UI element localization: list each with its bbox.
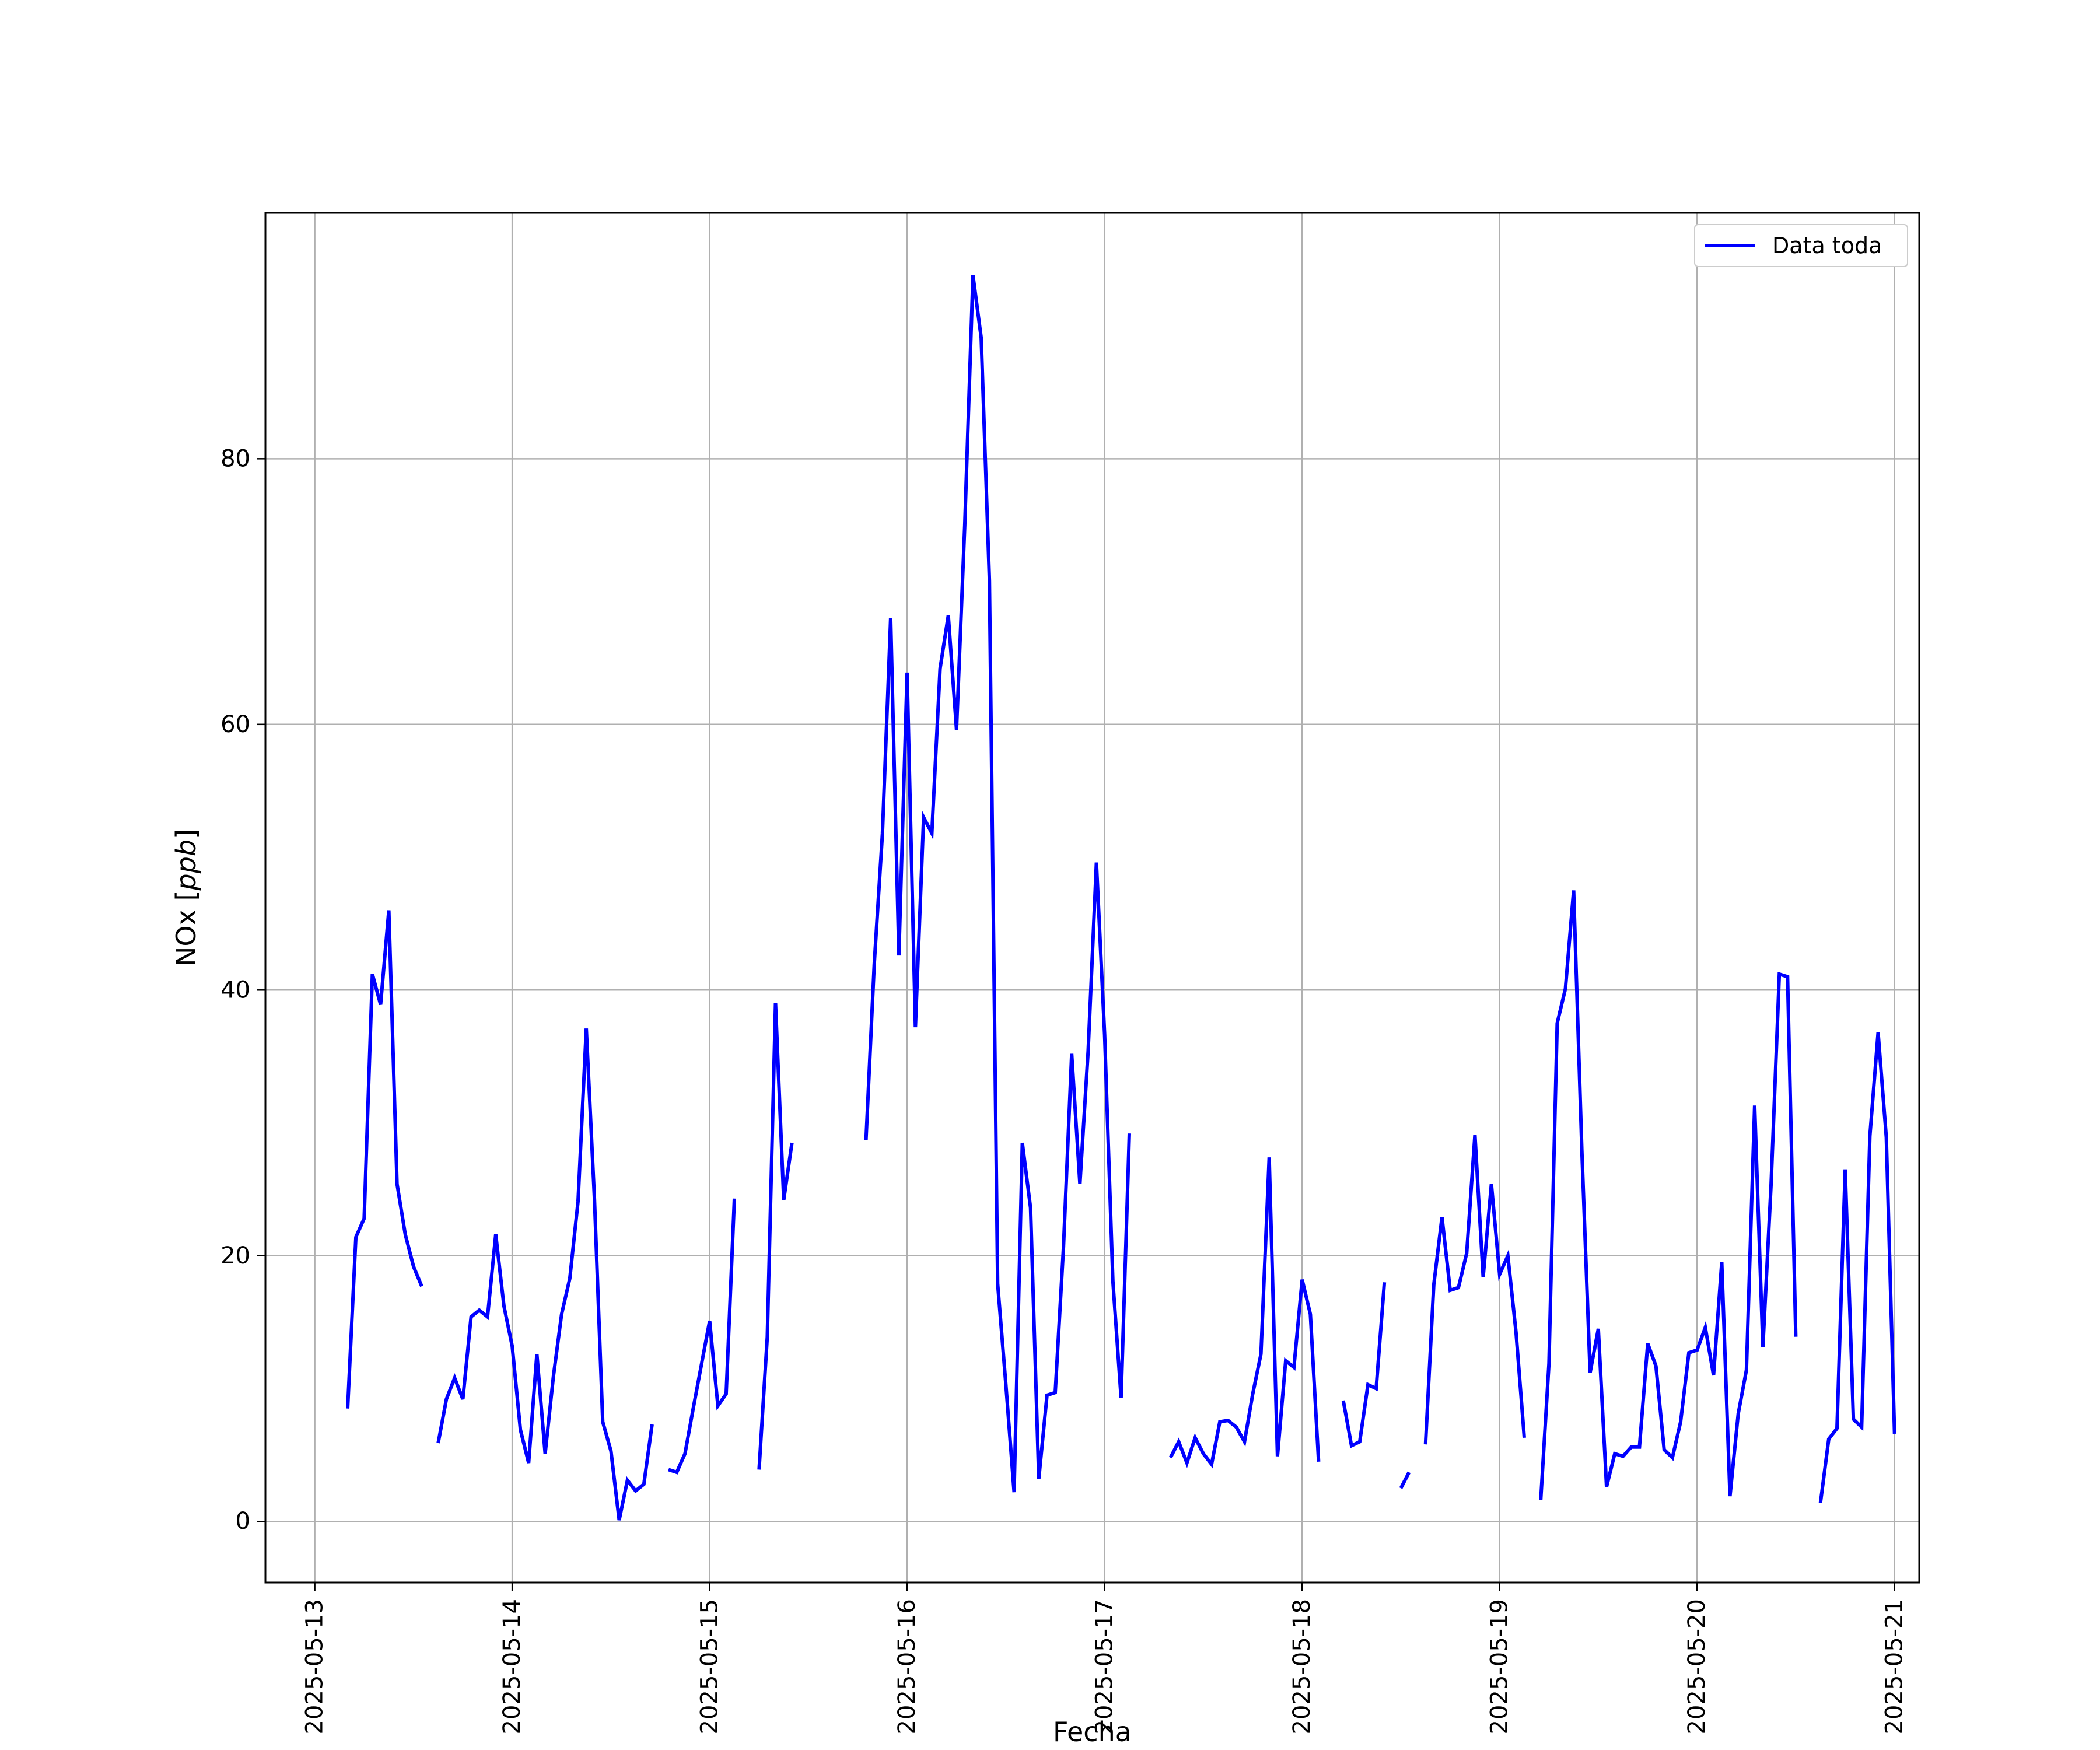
series-line-data-toda: [864, 275, 1131, 1493]
y-axis-label: NOx [ppb]: [170, 829, 202, 967]
y-axis-label-unit: ppb: [170, 839, 202, 891]
y-tick-label: 80: [220, 445, 250, 472]
series-line-data-toda: [1818, 1032, 1896, 1503]
legend-label-data-toda: Data toda: [1772, 233, 1882, 258]
series-line-data-toda: [436, 1028, 654, 1521]
y-axis-label-text: NOx [: [170, 891, 202, 967]
y-axis-label-close: ]: [170, 829, 202, 839]
series-line-data-toda: [668, 1198, 736, 1475]
x-tick-label: 2025-05-20: [1684, 1599, 1710, 1734]
series-line-data-toda: [1539, 890, 1798, 1500]
x-tick-label: 2025-05-19: [1486, 1599, 1513, 1734]
plot-frame: [264, 212, 1920, 1584]
x-tick-label: 2025-05-13: [302, 1599, 328, 1734]
x-tick-label: 2025-05-21: [1881, 1599, 1908, 1734]
y-tick-label: 0: [236, 1508, 250, 1535]
x-tick-label: 2025-05-16: [894, 1599, 921, 1734]
series-line-data-toda: [346, 910, 424, 1409]
x-tick-label: 2025-05-14: [499, 1599, 526, 1734]
grid: [265, 213, 1919, 1583]
series-line-data-toda: [757, 1003, 794, 1470]
y-tick-label: 20: [220, 1242, 250, 1269]
plot-area: [265, 213, 1919, 1583]
x-axis-label: Fecha: [1053, 1716, 1132, 1748]
legend: Data toda: [1694, 224, 1908, 267]
series-line-data-toda: [1423, 1135, 1526, 1445]
x-tick-label: 2025-05-15: [696, 1599, 723, 1734]
y-tick-label: 40: [220, 977, 250, 1003]
x-tick-label: 2025-05-17: [1091, 1599, 1118, 1734]
y-tick-label: 60: [220, 711, 250, 738]
y-axis-ticks: 0 20 40 60 80: [220, 445, 265, 1535]
series-line-data-toda: [1399, 1471, 1411, 1489]
x-tick-label: 2025-05-18: [1289, 1599, 1315, 1734]
plot-lines: [346, 275, 1896, 1521]
series-line-data-toda: [1341, 1282, 1387, 1448]
x-axis-ticks: 2025-05-13 2025-05-14 2025-05-15 2025-05-16…: [302, 1583, 1908, 1734]
series-line-data-toda: [1168, 1157, 1321, 1469]
legend-box: [1694, 224, 1908, 267]
